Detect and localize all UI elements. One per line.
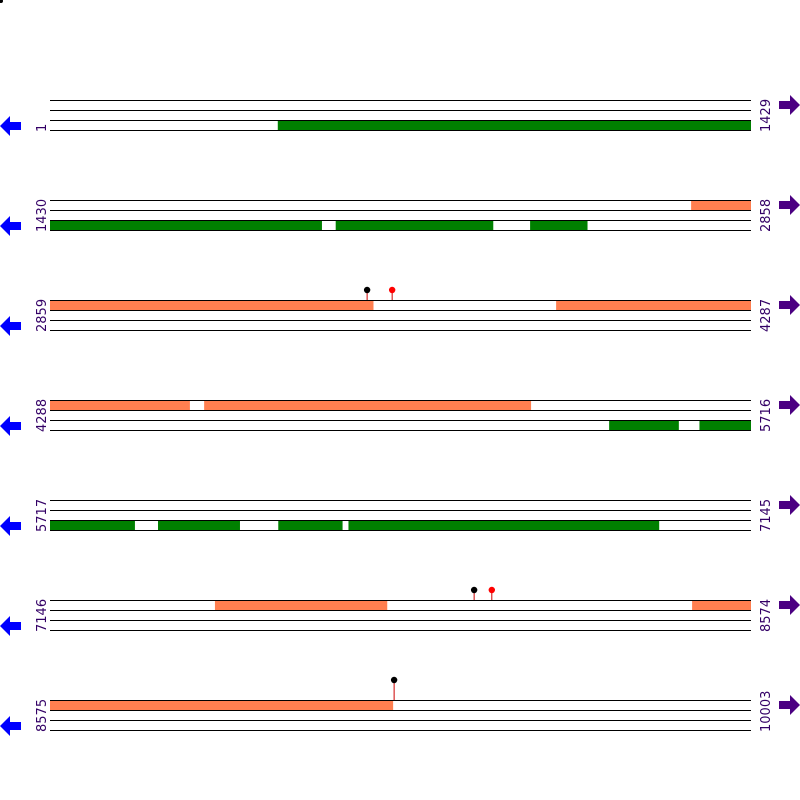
forward-feature <box>50 701 394 710</box>
marker-black-dot <box>363 286 371 294</box>
right-arrow-icon <box>779 95 800 115</box>
sequence-row: 1430 2858 <box>0 195 800 236</box>
reverse-feature <box>277 121 751 130</box>
sequence-row: 1 1429 <box>0 95 800 136</box>
right-arrow-icon <box>779 395 800 415</box>
right-arrow-icon <box>779 695 800 715</box>
reverse-feature <box>699 421 751 430</box>
left-arrow-icon <box>0 616 21 636</box>
sequence-row: 7146 8574 <box>0 586 800 636</box>
forward-feature <box>214 601 388 610</box>
right-arrow-icon <box>779 595 800 615</box>
right-arrow-icon <box>779 495 800 515</box>
left-arrow-icon <box>0 316 21 336</box>
row-start-label: 8575 <box>35 699 50 732</box>
row-end-label: 4287 <box>759 299 774 332</box>
right-arrow-icon <box>779 195 800 215</box>
row-end-label: 2858 <box>759 199 774 232</box>
forward-feature <box>691 201 751 210</box>
row-start-label: 5717 <box>35 499 50 532</box>
left-arrow-icon <box>0 116 21 136</box>
sequence-row: 5717 7145 <box>0 495 800 536</box>
forward-feature <box>204 401 532 410</box>
row-start-label: 7146 <box>35 599 50 632</box>
reverse-feature <box>530 221 588 230</box>
row-end-label: 1429 <box>759 99 774 132</box>
reverse-feature <box>157 521 240 530</box>
row-start-label: 1430 <box>35 199 50 232</box>
reverse-feature <box>609 421 679 430</box>
left-arrow-icon <box>0 516 21 536</box>
row-start-label: 1 <box>35 124 50 132</box>
row-end-label: 8574 <box>759 599 774 632</box>
forward-feature <box>50 401 190 410</box>
reverse-feature <box>50 521 135 530</box>
row-end-label: 10003 <box>759 691 774 732</box>
sequence-row: 8575 10003 <box>0 676 800 736</box>
marker-black-dot <box>470 586 478 594</box>
marker-black-dot <box>390 676 398 684</box>
forward-feature <box>50 301 374 310</box>
reverse-feature <box>335 221 494 230</box>
reverse-feature <box>348 521 660 530</box>
sequence-row: 4288 5716 <box>0 395 800 436</box>
marker-red-dot <box>388 286 396 294</box>
marker-red-dot <box>488 586 496 594</box>
left-arrow-icon <box>0 216 21 236</box>
right-arrow-icon <box>779 295 800 315</box>
forward-feature <box>692 601 751 610</box>
row-start-label: 4288 <box>35 399 50 432</box>
left-arrow-icon <box>0 416 21 436</box>
reverse-feature <box>278 521 343 530</box>
row-end-label: 5716 <box>759 399 774 432</box>
left-arrow-icon <box>0 716 21 736</box>
forward-feature <box>556 301 751 310</box>
row-start-label: 2859 <box>35 299 50 332</box>
reverse-feature <box>50 221 322 230</box>
corner-dot <box>0 0 3 3</box>
sequence-row: 2859 4287 <box>0 286 800 336</box>
row-end-label: 7145 <box>759 499 774 532</box>
